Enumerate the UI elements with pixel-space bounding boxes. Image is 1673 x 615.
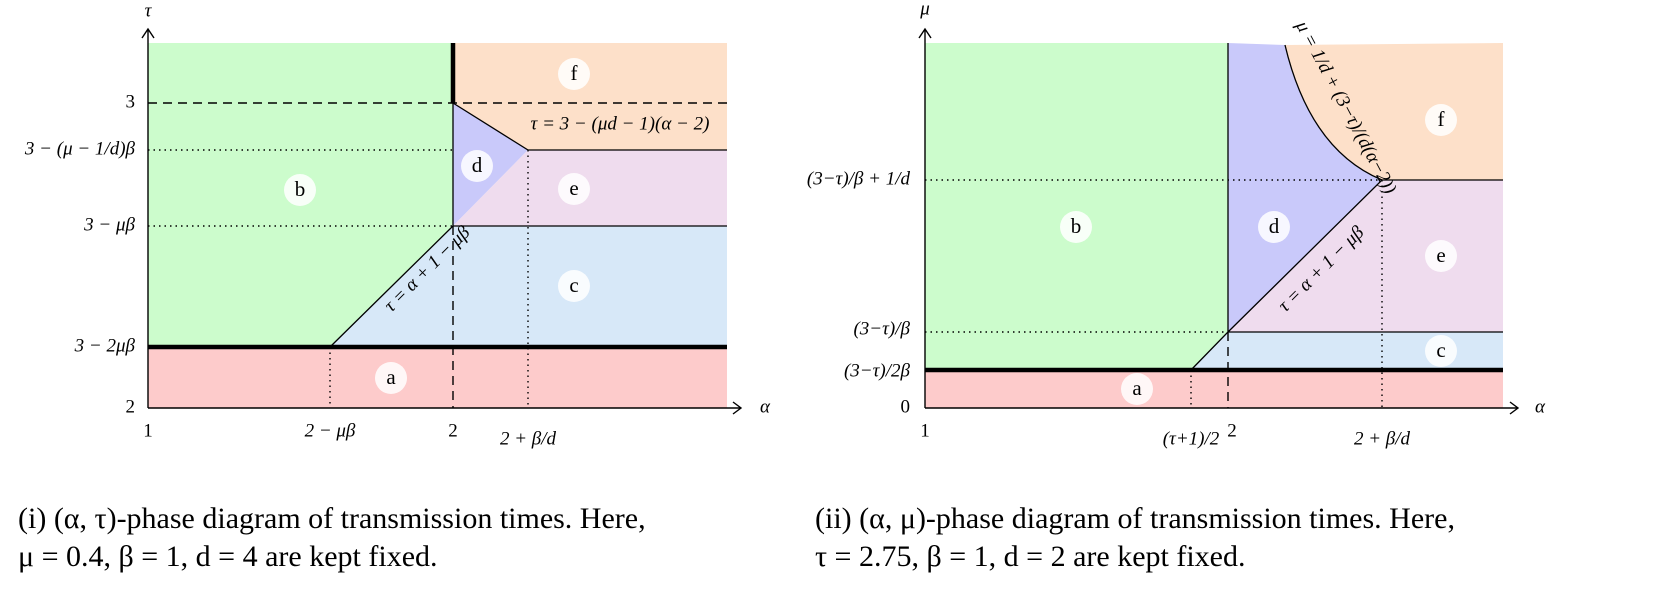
region-label: c xyxy=(1436,338,1445,362)
region-badge xyxy=(284,174,316,206)
region-badge xyxy=(1425,240,1457,272)
curve-label: τ = 3 − (μd − 1)(α − 2) xyxy=(531,113,710,134)
caption: (ii) (α, μ)-phase diagram of transmissio… xyxy=(815,502,1455,535)
caption: τ = 2.75, β = 1, d = 2 are kept fixed. xyxy=(815,540,1246,573)
y-axis-label: τ xyxy=(145,0,153,21)
region-badge xyxy=(558,270,590,302)
region-badge xyxy=(375,362,407,394)
region-label: a xyxy=(386,365,396,389)
region-badge xyxy=(1121,373,1153,405)
region-f xyxy=(453,43,727,150)
y-tick-label: 3 − (μ − 1/d)β xyxy=(24,138,136,159)
x-axis-label: α xyxy=(760,396,771,417)
caption: (i) (α, τ)-phase diagram of transmission… xyxy=(18,502,646,535)
region-label: d xyxy=(472,153,483,177)
x-tick-label: 1 xyxy=(920,420,930,441)
region-c xyxy=(1191,332,1503,370)
region-badge xyxy=(558,173,590,205)
y-tick-label: 3 − 2μβ xyxy=(74,335,136,356)
region-label: f xyxy=(1438,107,1445,131)
region-label: b xyxy=(295,177,306,201)
axes xyxy=(918,27,1520,415)
region-badge xyxy=(1060,211,1092,243)
y-tick-label: 0 xyxy=(901,396,911,417)
x-tick-label: (τ+1)/2 xyxy=(1163,428,1220,449)
region-a xyxy=(148,347,727,408)
panel-1: τ α 1 2 − μβ 2 2 + β/d 2 3 − 2μβ 3 − μβ … xyxy=(18,0,771,573)
region-badge xyxy=(1425,335,1457,367)
x-tick-label: 2 xyxy=(448,420,458,441)
x-tick-label: 2 − μβ xyxy=(305,420,356,441)
region-e xyxy=(1228,180,1503,332)
region-f xyxy=(1285,43,1503,180)
caption: μ = 0.4, β = 1, d = 4 are kept fixed. xyxy=(18,540,438,573)
y-tick-label: (3−τ)/β xyxy=(853,318,910,339)
x-tick-label: 2 xyxy=(1227,420,1237,441)
region-label: c xyxy=(569,273,578,297)
region-label: e xyxy=(569,176,578,200)
axes xyxy=(141,27,743,415)
region-badge xyxy=(1425,104,1457,136)
region-label: d xyxy=(1269,214,1280,238)
x-tick-label: 2 + β/d xyxy=(500,428,557,449)
y-tick-label: 3 − μβ xyxy=(83,214,135,235)
region-c xyxy=(330,226,727,347)
region-label: b xyxy=(1071,214,1082,238)
y-tick-label: (3−τ)/β + 1/d xyxy=(807,168,911,189)
region-badge xyxy=(461,150,493,182)
region-e xyxy=(453,150,727,226)
x-tick-label: 1 xyxy=(143,420,153,441)
region-d xyxy=(1228,43,1382,332)
x-axis-label: α xyxy=(1535,396,1546,417)
region-badge xyxy=(558,58,590,90)
region-badge xyxy=(1258,211,1290,243)
panel-2: μ α 1 (τ+1)/2 2 2 + β/d 0 (3−τ)/2β (3−τ)… xyxy=(807,0,1546,573)
y-tick-label: 3 xyxy=(126,91,136,112)
region-a xyxy=(925,370,1503,408)
y-tick-label: 2 xyxy=(126,396,136,417)
boundary xyxy=(1190,43,1503,371)
region-label: e xyxy=(1436,243,1445,267)
region-label: a xyxy=(1132,376,1142,400)
y-tick-label: (3−τ)/2β xyxy=(844,360,911,381)
region-b xyxy=(925,43,1228,370)
x-tick-label: 2 + β/d xyxy=(1354,428,1411,449)
region-label: f xyxy=(571,61,578,85)
y-axis-label: μ xyxy=(919,0,930,19)
